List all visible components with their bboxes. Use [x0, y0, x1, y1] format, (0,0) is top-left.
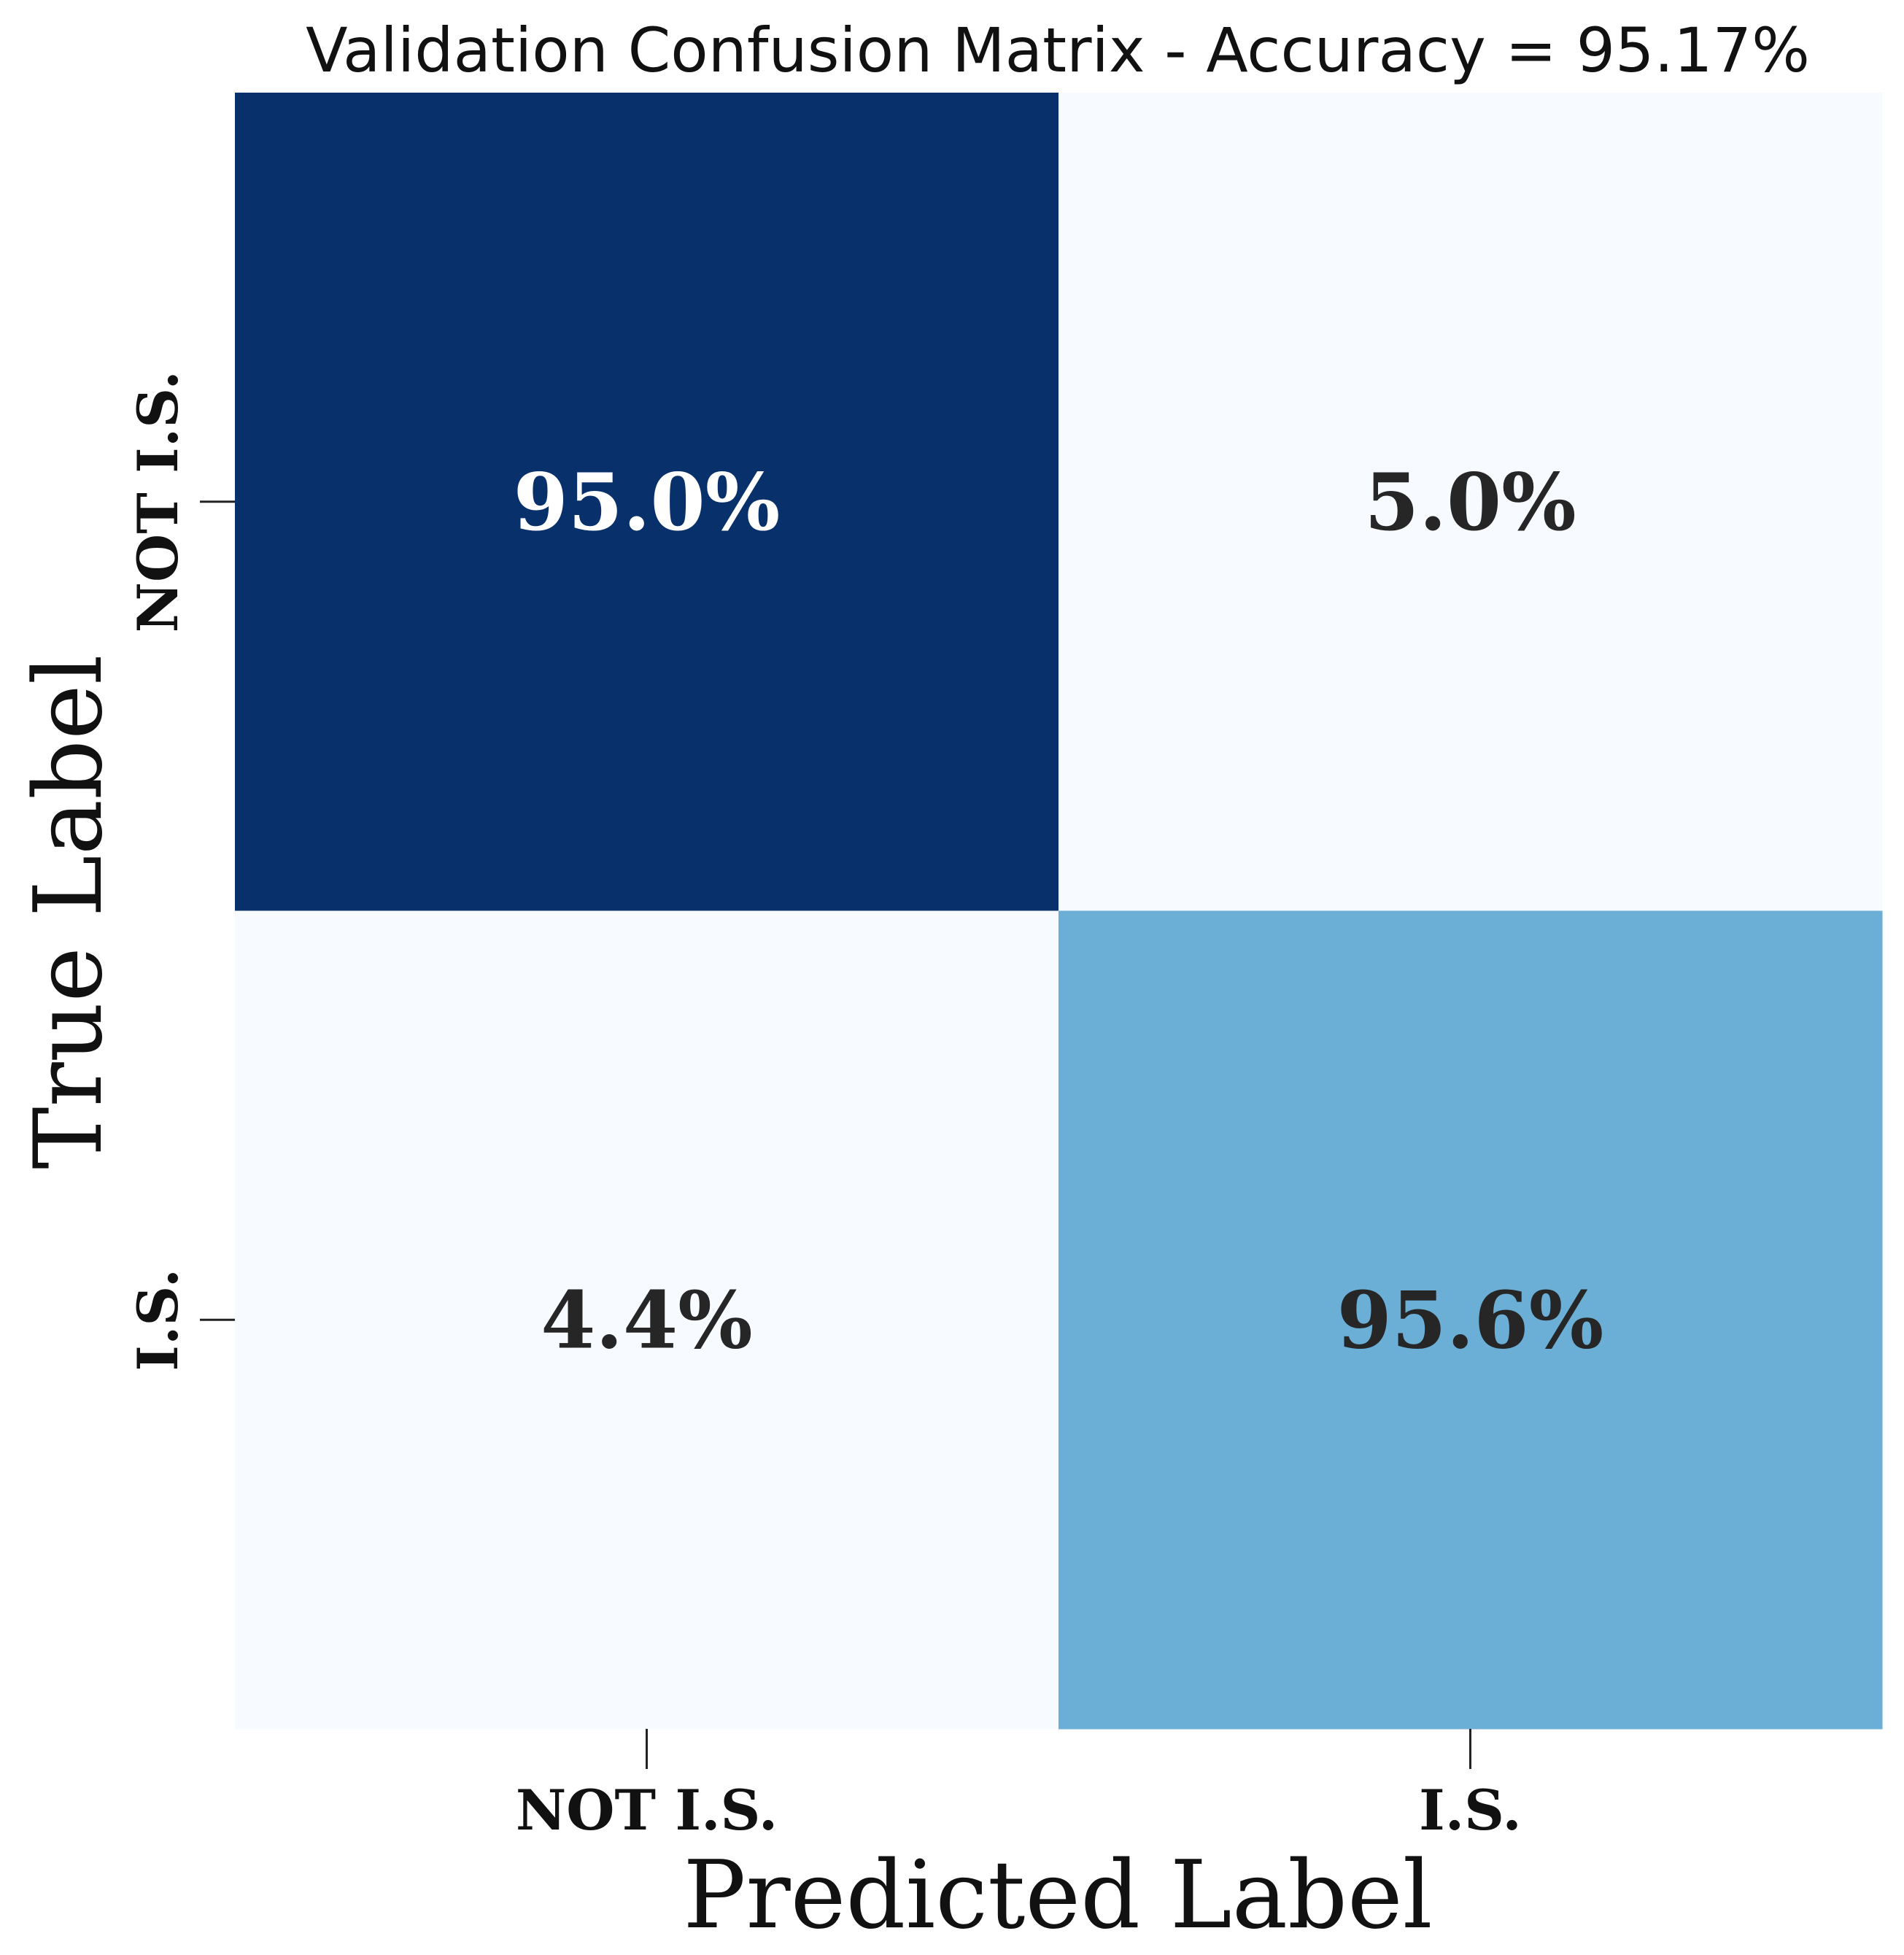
- cell-value-label-r0-c1: 5.0%: [1364, 457, 1576, 549]
- chart-title: Validation Confusion Matrix - Accuracy =…: [306, 15, 1810, 86]
- axis-ticks: NOT I.S. I.S. NOT I.S. I.S.: [125, 371, 1522, 1843]
- x-axis-label: Predicted Label: [683, 1841, 1432, 1950]
- x-tick-label-1: I.S.: [1419, 1778, 1522, 1843]
- cell-value-label-r0-c0: 95.0%: [514, 457, 781, 549]
- y-tick-label-1: I.S.: [125, 1269, 190, 1371]
- y-tick-label-0: NOT I.S.: [125, 371, 190, 632]
- heatmap-cell-r1-c0: [235, 910, 1059, 1730]
- cell-value-label-r1-c0: 4.4%: [541, 1274, 753, 1366]
- heatmap-cells: 95.0% 5.0% 4.4% 95.6%: [235, 93, 1883, 1730]
- x-tick-label-0: NOT I.S.: [516, 1778, 778, 1843]
- heatmap-cell-r0-c1: [1059, 93, 1883, 911]
- heatmap-cell-r1-c1: [1059, 910, 1883, 1730]
- cell-value-label-r1-c1: 95.6%: [1337, 1274, 1604, 1366]
- heatmap-cell-r0-c0: [235, 93, 1059, 911]
- y-axis-label: True Label: [15, 654, 123, 1169]
